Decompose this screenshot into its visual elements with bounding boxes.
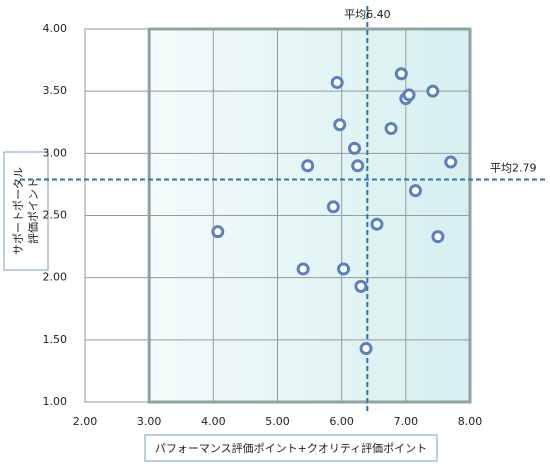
y-tick-label: 2.00 [43,271,68,284]
point [402,88,416,102]
point [384,121,398,135]
point [301,159,315,173]
x-tick-label: 6.00 [329,415,354,428]
y-axis-title: サポートポータル [12,167,25,255]
point [326,200,340,214]
y-tick-label: 1.50 [43,333,68,346]
x-tick-label: 3.00 [137,415,162,428]
point [431,230,445,244]
y-axis-title: 評価ポイント [26,178,40,244]
point [211,225,225,239]
mean-x-label: 平均6.40 [344,8,391,21]
x-axis-title-box [144,434,438,462]
point [348,141,361,155]
point [359,342,373,356]
point [426,84,440,98]
point [354,279,368,293]
point [444,155,458,169]
point [351,159,365,173]
x-tick-label: 7.00 [394,415,419,428]
y-tick-label: 3.00 [43,146,68,159]
mean-y-label: 平均2.79 [490,161,537,174]
point [370,217,384,231]
y-axis-title-box [3,151,49,271]
point [333,118,347,132]
y-tick-label: 4.00 [43,22,68,35]
x-tick-label: 5.00 [265,415,290,428]
y-tick-label: 3.50 [43,84,68,97]
x-tick-label: 4.00 [201,415,226,428]
x-axis-title: パフォーマンス評価ポイント+クオリティ評価ポイント [155,441,427,455]
point [330,75,344,89]
point [394,67,408,81]
point [296,262,310,276]
x-tick-label: 8.00 [458,415,483,428]
point [337,262,351,276]
y-tick-label: 1.00 [43,395,68,408]
point [408,184,422,198]
y-tick-label: 2.50 [43,209,68,222]
x-tick-label: 2.00 [73,415,98,428]
